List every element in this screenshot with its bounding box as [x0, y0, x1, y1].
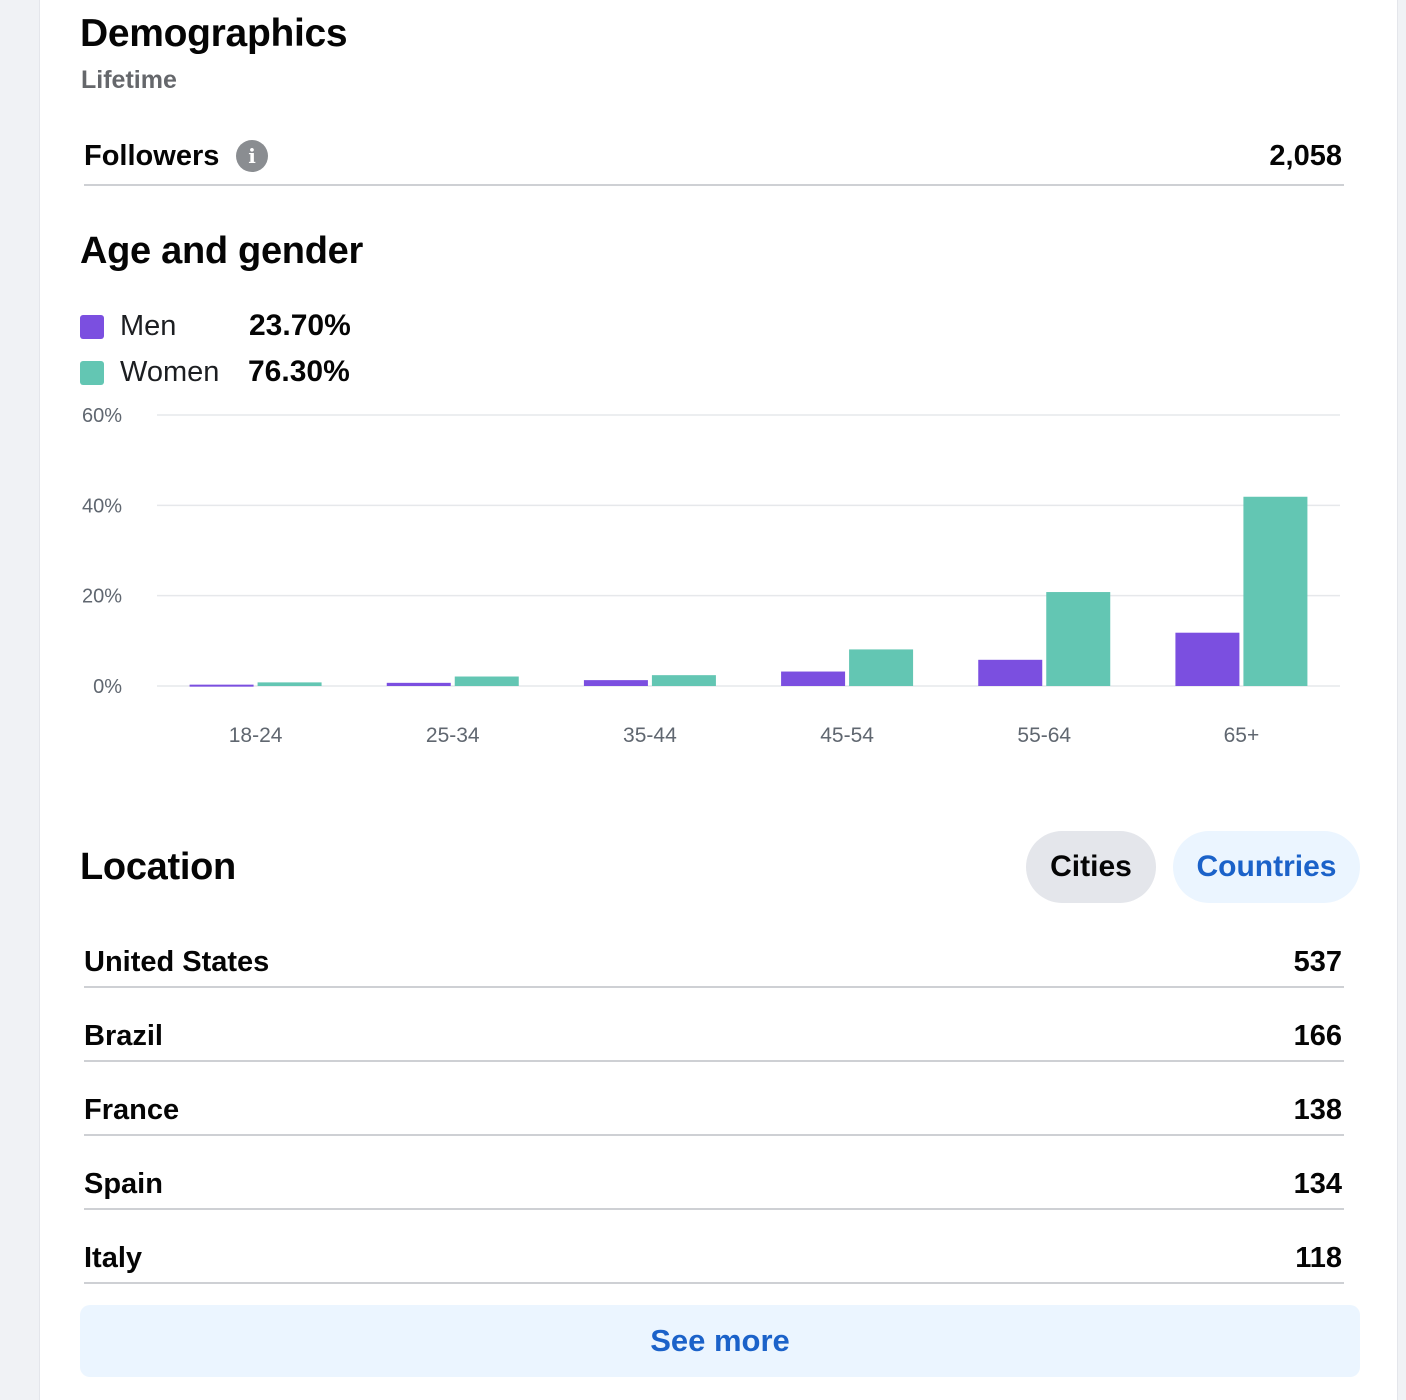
bar-men-55-64: [978, 659, 1043, 686]
divider: [84, 1282, 1344, 1284]
info-icon[interactable]: i: [236, 140, 268, 172]
bar-women-65+: [1243, 496, 1308, 686]
x-tick-label: 35-44: [623, 724, 677, 747]
location-count: 537: [1293, 946, 1342, 978]
bar-women-18-24: [257, 682, 322, 686]
legend-value-women: 76.30%: [248, 355, 350, 388]
bar-men-18-24: [189, 684, 254, 687]
location-name: Spain: [84, 1168, 163, 1200]
divider: [84, 1060, 1344, 1062]
legend-swatch-men: [80, 315, 104, 339]
see-more-button[interactable]: See more: [80, 1305, 1360, 1377]
legend-label-men: Men: [120, 310, 177, 342]
y-tick-label: 20%: [82, 586, 122, 608]
legend-label-women: Women: [120, 356, 220, 388]
legend-swatch-women: [80, 361, 104, 385]
location-title: Location: [80, 846, 236, 888]
bar-men-65+: [1175, 632, 1240, 686]
age-gender-title: Age and gender: [80, 230, 363, 272]
y-tick-label: 60%: [82, 405, 122, 427]
x-tick-label: 55-64: [1017, 724, 1071, 747]
page-subtitle: Lifetime: [81, 66, 177, 94]
legend-value-men: 23.70%: [249, 309, 351, 342]
tab-countries[interactable]: Countries: [1173, 831, 1360, 903]
x-tick-label: 18-24: [229, 724, 283, 747]
followers-count: 2,058: [1269, 140, 1342, 172]
tab-cities[interactable]: Cities: [1026, 831, 1156, 903]
divider: [84, 1208, 1344, 1210]
x-tick-label: 25-34: [426, 724, 480, 747]
x-tick-label: 45-54: [820, 724, 874, 747]
divider: [84, 986, 1344, 988]
location-count: 118: [1295, 1242, 1342, 1274]
bar-women-25-34: [454, 676, 519, 686]
demographics-card: Demographics Lifetime Followers i 2,058 …: [39, 0, 1398, 1400]
y-tick-label: 0%: [93, 676, 122, 698]
bar-women-55-64: [1046, 592, 1111, 686]
followers-label: Followers: [84, 140, 220, 172]
location-count: 134: [1293, 1168, 1342, 1200]
bar-women-35-44: [651, 675, 716, 686]
bar-women-45-54: [849, 649, 914, 686]
y-tick-label: 40%: [82, 495, 122, 517]
location-count: 138: [1293, 1094, 1342, 1126]
bar-men-35-44: [583, 680, 648, 686]
x-tick-label: 65+: [1224, 724, 1260, 747]
divider: [84, 1134, 1344, 1136]
location-name: Italy: [84, 1242, 143, 1274]
page-title: Demographics: [80, 12, 348, 55]
location-count: 166: [1293, 1020, 1342, 1052]
location-name: France: [84, 1094, 180, 1126]
divider: [84, 184, 1344, 186]
location-name: United States: [84, 946, 270, 978]
bar-men-25-34: [386, 682, 451, 686]
bar-men-45-54: [781, 671, 846, 686]
age-gender-chart: 0% 20% 40% 60% 18-24 25-34 35-44 45-54 55-64 65+: [82, 405, 1340, 747]
location-name: Brazil: [84, 1020, 163, 1052]
